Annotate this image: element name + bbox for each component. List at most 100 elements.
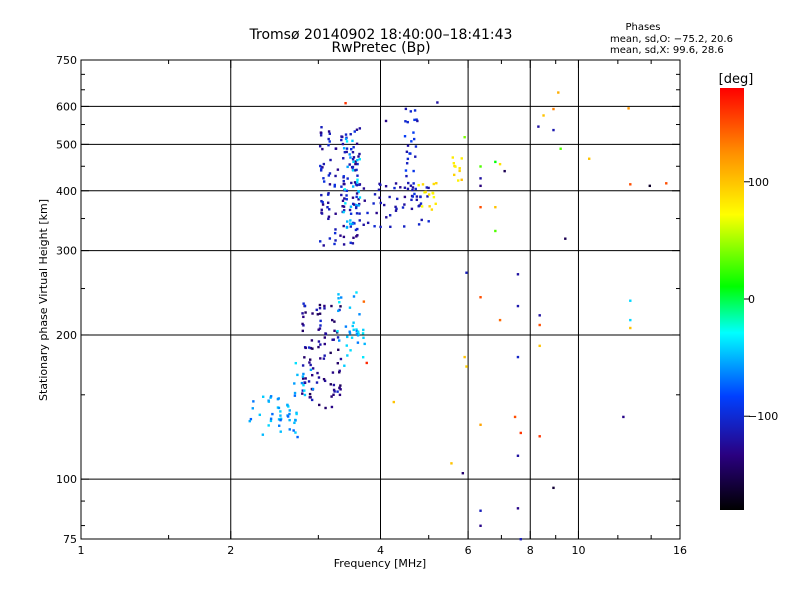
data-point xyxy=(328,140,331,143)
data-point xyxy=(409,184,413,187)
data-point xyxy=(349,225,352,228)
data-point xyxy=(629,299,632,302)
data-point xyxy=(406,187,410,191)
data-point xyxy=(412,137,416,141)
data-point xyxy=(319,169,323,172)
data-point xyxy=(336,336,340,339)
data-point xyxy=(352,146,355,149)
data-point xyxy=(394,205,397,209)
data-point xyxy=(503,169,506,173)
data-point xyxy=(333,329,336,332)
data-point xyxy=(317,345,320,349)
data-point xyxy=(332,393,335,396)
chart-subtitle: RwPretec (Bp) xyxy=(331,40,430,56)
data-point xyxy=(498,162,502,166)
data-point xyxy=(379,183,382,187)
data-point xyxy=(327,217,330,221)
colorbar-tick-label: −100 xyxy=(748,410,778,423)
data-point xyxy=(393,186,396,190)
data-point xyxy=(303,381,306,384)
data-point xyxy=(365,361,368,365)
data-point xyxy=(622,415,625,419)
data-point xyxy=(377,188,381,191)
data-point xyxy=(361,356,365,359)
data-point xyxy=(308,396,311,399)
data-point xyxy=(358,219,361,222)
data-point xyxy=(479,524,482,527)
data-point xyxy=(342,175,345,178)
data-point xyxy=(328,172,332,175)
data-point xyxy=(401,206,405,209)
data-point xyxy=(355,212,359,215)
data-point xyxy=(318,312,322,315)
data-point xyxy=(319,343,322,346)
data-point xyxy=(279,418,282,422)
data-point xyxy=(301,389,304,392)
data-point xyxy=(416,119,419,123)
data-point xyxy=(415,195,419,198)
data-point xyxy=(334,212,337,215)
data-point xyxy=(349,205,353,208)
data-point xyxy=(427,193,431,196)
data-point xyxy=(334,147,338,150)
data-point xyxy=(323,379,327,383)
data-point xyxy=(342,209,346,212)
data-point xyxy=(309,358,312,361)
data-point xyxy=(362,223,365,226)
data-point xyxy=(327,144,330,147)
data-point xyxy=(350,148,353,151)
data-point xyxy=(293,421,296,425)
data-point xyxy=(343,150,347,154)
data-point xyxy=(336,168,340,171)
data-point xyxy=(351,324,354,328)
data-point xyxy=(329,383,332,386)
data-point xyxy=(356,162,359,166)
data-point xyxy=(479,205,482,209)
data-point xyxy=(345,198,348,201)
data-point xyxy=(322,357,326,360)
data-point xyxy=(465,271,468,274)
data-point xyxy=(248,419,251,423)
y-tick-label: 500 xyxy=(56,138,77,151)
x-tick-label: 10 xyxy=(571,544,585,557)
data-point xyxy=(538,323,541,327)
data-point xyxy=(366,211,369,215)
data-point xyxy=(424,190,427,194)
data-point xyxy=(358,183,361,187)
y-tick-label: 750 xyxy=(56,54,77,67)
data-point xyxy=(453,173,456,177)
data-point xyxy=(311,347,314,350)
data-point xyxy=(355,332,359,335)
data-point xyxy=(379,225,382,229)
colorbar-tick-label: 100 xyxy=(748,176,769,189)
data-point xyxy=(355,195,358,199)
data-point xyxy=(317,376,321,379)
data-point xyxy=(288,428,291,431)
data-point xyxy=(458,167,461,170)
data-point xyxy=(328,208,331,211)
colorbar-tick-label: 0 xyxy=(748,293,755,306)
data-point xyxy=(587,157,591,160)
data-point xyxy=(388,195,391,199)
data-point xyxy=(412,131,415,134)
data-point xyxy=(293,391,297,395)
data-point xyxy=(258,413,262,417)
data-point xyxy=(344,202,347,205)
data-point xyxy=(302,372,305,376)
data-point xyxy=(328,237,332,240)
data-point xyxy=(339,388,342,391)
data-point xyxy=(351,242,355,245)
data-point xyxy=(406,120,409,124)
data-point xyxy=(399,186,402,189)
data-point xyxy=(450,462,453,465)
data-point xyxy=(269,417,273,420)
x-tick-labels: 1 2 4 6 8 10 16 xyxy=(78,544,688,557)
data-point xyxy=(251,407,254,410)
data-point xyxy=(318,403,321,407)
data-point xyxy=(498,318,502,322)
data-point xyxy=(309,346,313,350)
data-point xyxy=(336,390,339,393)
y-tick-label: 300 xyxy=(56,245,77,258)
data-point xyxy=(288,409,291,412)
data-point xyxy=(352,328,355,331)
